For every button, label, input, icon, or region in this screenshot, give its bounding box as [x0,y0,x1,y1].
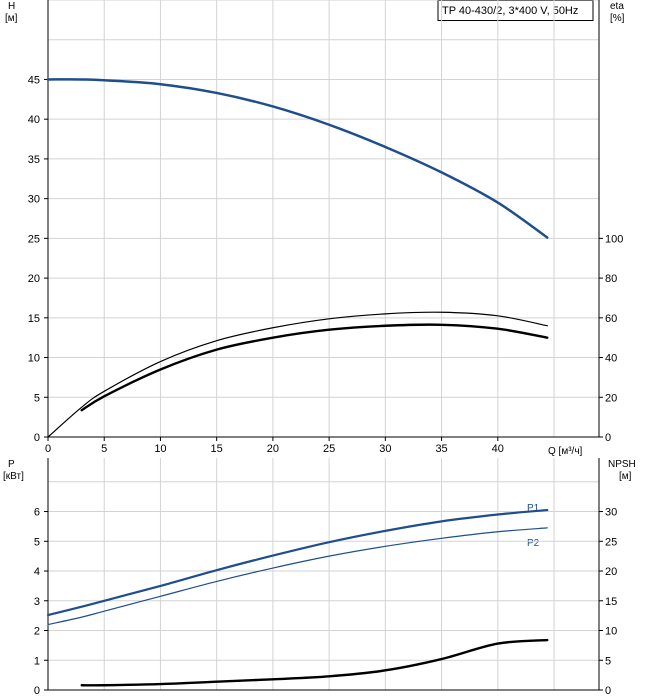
left-tick-label: 0 [34,432,40,444]
left-tick-label: 6 [34,507,40,519]
left-tick-label: 4 [34,566,40,578]
right-tick-label: 15 [605,596,617,608]
right-tick-label: 10 [605,626,617,638]
right-tick-label: 80 [605,273,617,285]
left-tick-label: 15 [28,313,40,325]
left-tick-label: 45 [28,74,40,86]
right-tick-label: 40 [605,353,617,365]
right-tick-label: 25 [605,536,617,548]
series-label-p1: P1 [527,503,540,514]
top-left-axis-unit: [м] [5,13,18,24]
x-tick-label: 40 [492,443,504,455]
right-tick-label: 0 [605,432,611,444]
x-tick-label: 30 [379,443,391,455]
x-tick-label: 20 [267,443,279,455]
top-left-axis-label: H [8,1,15,12]
panel0-series-0-line [46,78,549,239]
top-right-axis-label: eta [610,1,624,12]
chart-title: TP 40-430/2, 3*400 V, 50Hz [442,5,578,17]
x-tick-label: 25 [323,443,335,455]
series-p2-line [47,527,548,626]
left-tick-label: 35 [28,154,40,166]
right-tick-label: 60 [605,313,617,325]
series-p1-line [46,508,549,617]
bottom-right-axis-label: NPSH [608,459,636,470]
bottom-left-axis-label: P [8,459,15,470]
left-tick-label: 25 [28,233,40,245]
right-tick-label: 30 [605,507,617,519]
right-tick-label: 20 [605,566,617,578]
panel1-series-2-line [80,638,549,687]
left-tick-label: 2 [34,626,40,638]
panel0-series-1-line [47,311,548,438]
left-tick-label: 5 [34,536,40,548]
bottom-right-axis-unit: [м] [619,471,632,482]
top-right-axis-unit: [%] [610,13,625,24]
x-tick-label: 35 [435,443,447,455]
left-tick-label: 1 [34,655,40,667]
panel0-series-2-line [80,323,549,412]
right-tick-label: 100 [605,233,623,245]
x-tick-label: 15 [211,443,223,455]
series-label-p2: P2 [527,538,540,549]
x-tick-label: 10 [154,443,166,455]
left-tick-label: 5 [34,392,40,404]
left-tick-label: 20 [28,273,40,285]
right-tick-label: 0 [605,685,611,697]
left-tick-label: 0 [34,685,40,697]
x-tick-label: 5 [101,443,107,455]
right-tick-label: 20 [605,392,617,404]
left-tick-label: 40 [28,114,40,126]
right-tick-label: 5 [605,655,611,667]
x-tick-label: 0 [45,443,51,455]
bottom-left-axis-unit: [кВт] [3,471,24,482]
x-axis-label: Q [м³/ч] [548,446,583,457]
left-tick-label: 30 [28,194,40,206]
left-tick-label: 10 [28,353,40,365]
left-tick-label: 3 [34,596,40,608]
